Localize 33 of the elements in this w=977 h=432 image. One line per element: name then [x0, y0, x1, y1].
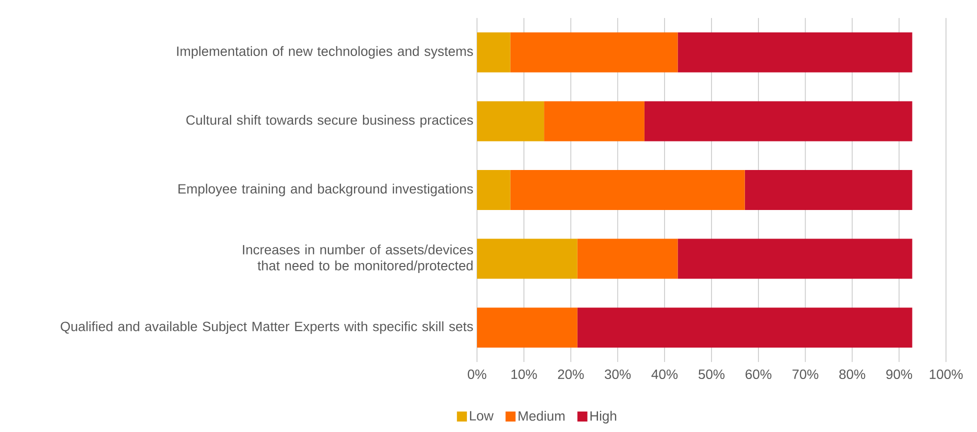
bar — [477, 32, 510, 72]
bar — [544, 101, 644, 142]
x-tick-label: 80% — [839, 370, 866, 380]
x-tick-label: 40% — [651, 370, 678, 380]
x-tick-label: 10% — [511, 370, 537, 380]
bar — [678, 32, 912, 72]
x-tick-label: 50% — [698, 370, 724, 380]
x-tick-label: 0% — [468, 370, 486, 380]
bar — [577, 308, 912, 348]
bar — [577, 238, 678, 279]
y-tick-label: Increases in number of assets/devices that need to be monitored/protected — [242, 244, 473, 274]
y-tick-label: Implementation of new technologies and systems — [177, 46, 473, 59]
bar — [510, 32, 678, 72]
x-tick-label: 100% — [930, 370, 963, 380]
bar — [477, 170, 510, 210]
x-tick-label: 20% — [558, 370, 584, 380]
bar — [678, 238, 912, 279]
y-tick-label: Employee training and background investigations — [178, 184, 473, 196]
bar — [744, 170, 912, 210]
bar — [477, 101, 544, 142]
bar — [477, 238, 578, 279]
legend-label: High — [590, 410, 616, 424]
y-tick-label: Qualified and available Subject Matter Experts with specific skill sets — [60, 321, 473, 334]
y-tick-label: Cultural shift towards secure business practices — [186, 114, 473, 128]
legend-label: Low — [470, 411, 494, 421]
x-tick-label: 60% — [746, 370, 772, 380]
legend-label: Medium — [518, 410, 564, 421]
bar — [477, 308, 578, 348]
x-tick-label: 90% — [886, 370, 912, 380]
x-tick-label: 30% — [604, 370, 631, 380]
x-tick-label: 70% — [792, 370, 818, 380]
bar — [644, 101, 912, 142]
bar — [510, 170, 745, 210]
